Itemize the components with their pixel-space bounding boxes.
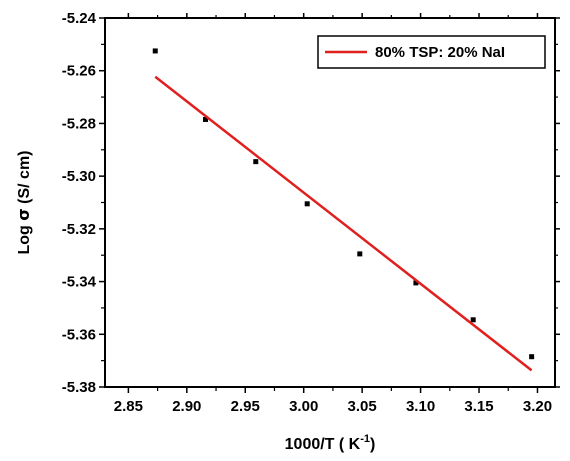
- y-axis-title: Log σ (S/ cm): [14, 150, 33, 254]
- data-point: [470, 317, 476, 323]
- y-tick-label: -5.36: [62, 326, 96, 343]
- data-point: [304, 201, 310, 207]
- data-point: [253, 159, 259, 165]
- axes: [104, 17, 556, 388]
- plot-frame: [104, 17, 556, 388]
- data-point: [357, 251, 363, 257]
- fit-line: [154, 75, 533, 372]
- y-tick-label: -5.38: [62, 379, 96, 396]
- fit-line-group: [154, 75, 533, 372]
- data-points: [152, 48, 535, 360]
- y-axis-title-prefix: Log: [16, 221, 33, 255]
- data-point: [152, 48, 158, 54]
- x-tick-label: 2.85: [114, 398, 143, 415]
- x-axis-title-main: 1000/T ( K: [285, 436, 361, 453]
- y-tick-label: -5.26: [62, 63, 96, 80]
- x-tick-label: 3.15: [464, 398, 493, 415]
- x-tick-label: 3.20: [523, 398, 552, 415]
- y-tick-label: -5.28: [62, 115, 96, 132]
- data-point: [203, 116, 209, 122]
- x-tick-label: 2.95: [231, 398, 260, 415]
- legend: 80% TSP: 20% NaI: [317, 35, 546, 69]
- x-tick-label: 3.05: [348, 398, 377, 415]
- data-point: [529, 354, 535, 360]
- ticks: 2.85 2.90 2.95 3.00 3.05 3.10 3.15 3.20 -5.24 -5.…: [62, 10, 560, 415]
- y-axis-title-sigma: σ: [14, 208, 33, 220]
- x-tick-label: 3.10: [406, 398, 435, 415]
- data-point: [413, 280, 419, 286]
- x-tick-label: 2.90: [172, 398, 201, 415]
- x-axis-title: 1000/T ( K-1): [285, 433, 376, 453]
- legend-label: 80% TSP: 20% NaI: [375, 44, 505, 61]
- y-axis-title-units: (S/ cm): [16, 150, 33, 208]
- y-tick-label: -5.30: [62, 168, 96, 185]
- x-tick-label: 3.00: [289, 398, 318, 415]
- x-axis-title-superscript: -1: [360, 433, 370, 445]
- y-tick-label: -5.24: [62, 10, 97, 27]
- x-axis-title-end: ): [370, 436, 375, 453]
- y-tick-label: -5.34: [62, 274, 97, 291]
- y-tick-label: -5.32: [62, 221, 96, 238]
